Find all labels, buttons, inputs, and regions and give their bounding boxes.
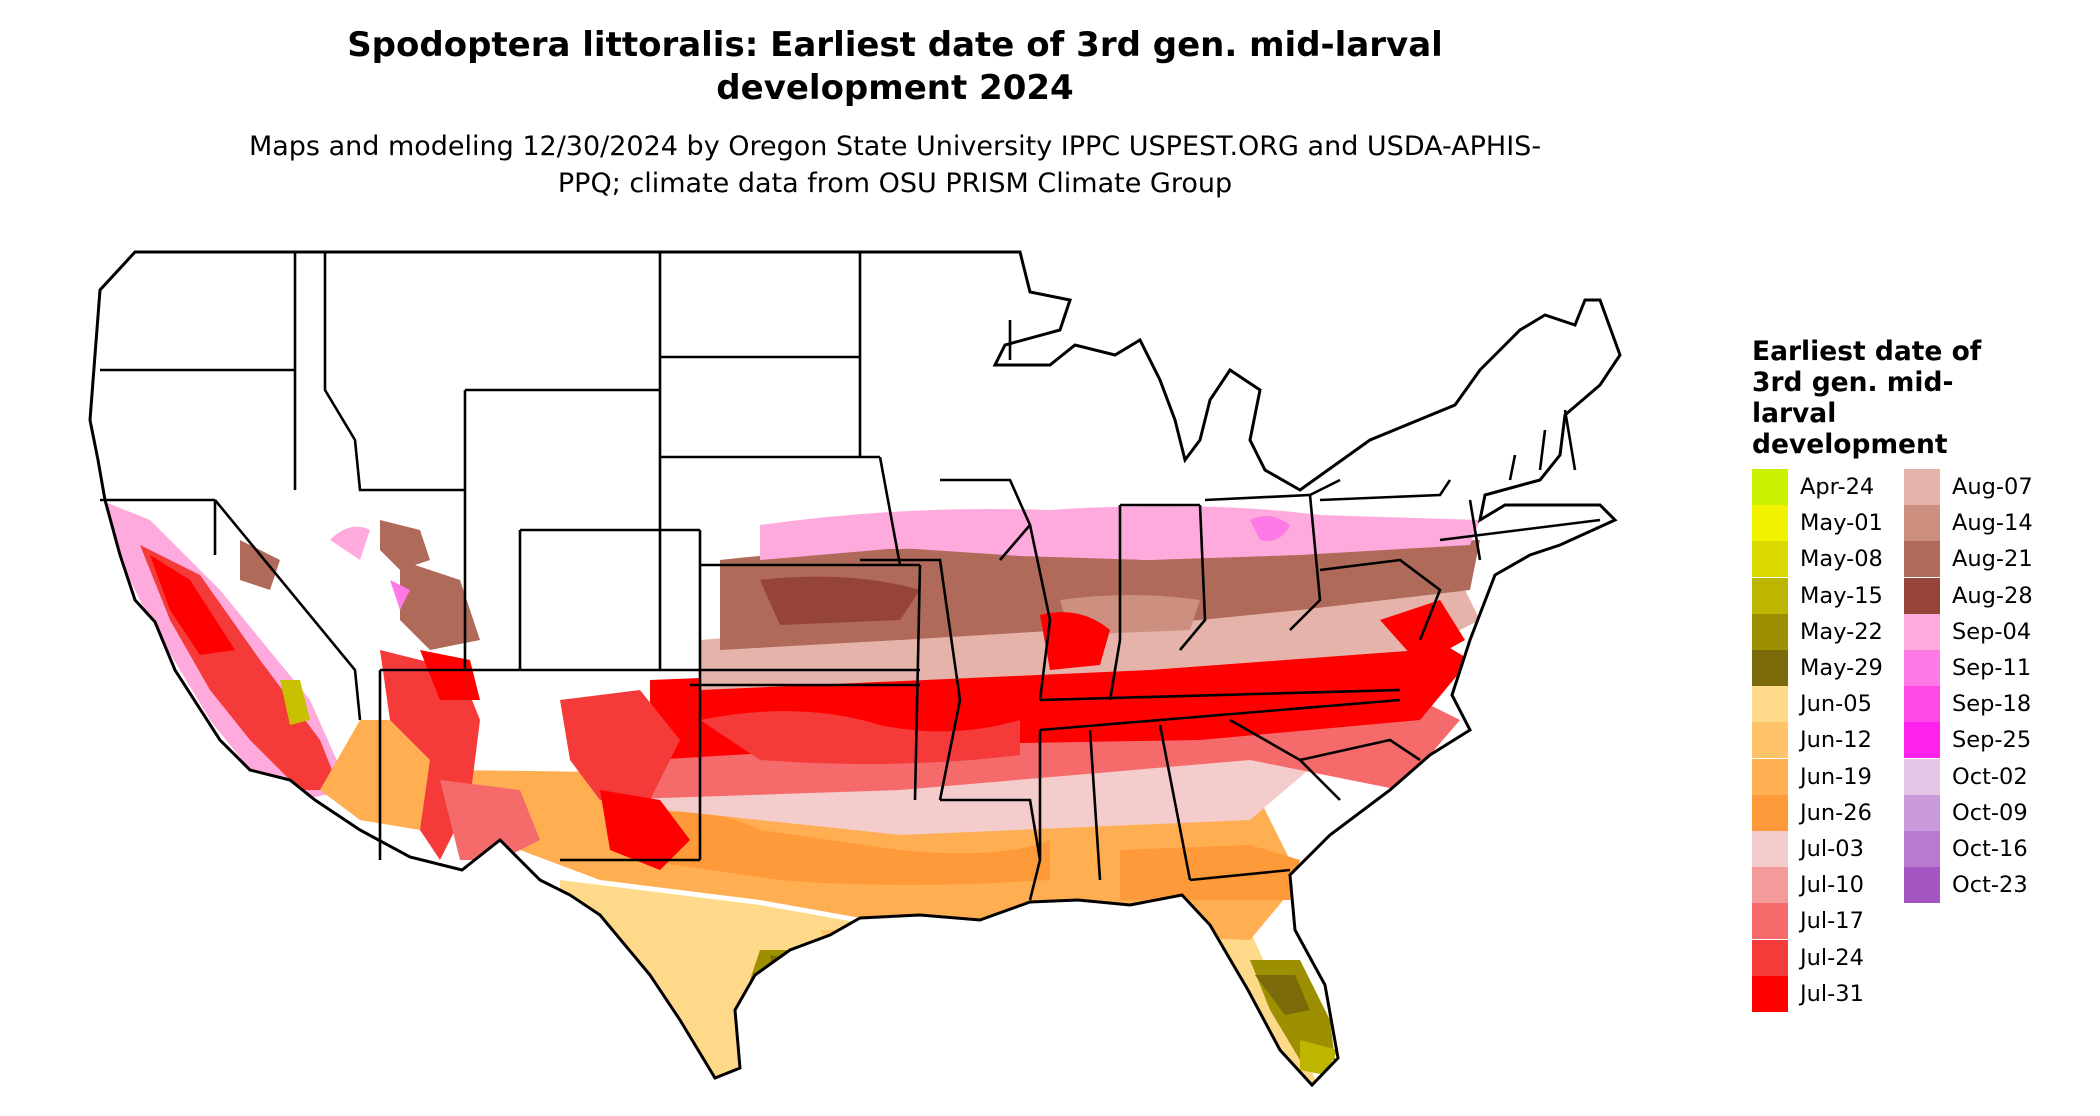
legend-swatch: [1752, 903, 1788, 940]
legend-label: May-22: [1800, 618, 1883, 645]
map-title: Spodoptera littoralis: Earliest date of …: [347, 25, 1443, 108]
legend-swatch: [1752, 469, 1788, 505]
legend-label: Sep-11: [1952, 655, 2032, 681]
legend-swatch: [1904, 650, 1940, 686]
legend-swatch: [1904, 867, 1940, 904]
legend-item: Jul-17: [1752, 903, 1952, 940]
legend-item: Oct-23: [1904, 867, 2100, 904]
legend-label: Aug-14: [1952, 510, 2033, 537]
legend-item: Apr-24: [1752, 469, 1952, 505]
map-subtitle: Maps and modeling 12/30/2024 by Oregon S…: [248, 131, 1542, 199]
legend-swatch: [1752, 722, 1788, 759]
legend-swatch: [1904, 758, 1940, 795]
legend-label: Sep-04: [1952, 618, 2032, 645]
legend-swatch: [1904, 794, 1940, 831]
legend-label: Jul-03: [1800, 836, 1864, 862]
legend-item: Jul-10: [1752, 867, 1952, 904]
legend-item: May-01: [1752, 505, 1952, 542]
legend-swatch: [1904, 577, 1940, 614]
legend-label: Oct-16: [1952, 836, 2028, 862]
legend-label: Oct-23: [1952, 872, 2028, 899]
legend-item: Sep-04: [1904, 613, 2100, 650]
legend-swatch: [1752, 867, 1788, 904]
legend-swatch: [1904, 505, 1940, 542]
legend-item: May-22: [1752, 613, 1952, 650]
legend-swatch: [1752, 831, 1788, 867]
legend-label: Jun-12: [1800, 727, 1872, 754]
legend-label: Jun-26: [1800, 799, 1872, 826]
legend-label: May-29: [1800, 655, 1883, 681]
legend-swatch: [1752, 686, 1788, 723]
legend-item: May-15: [1752, 577, 1952, 614]
legend-item: Aug-07: [1904, 469, 2100, 505]
legend-swatch: [1752, 758, 1788, 795]
legend-item: Jun-19: [1752, 758, 1952, 795]
legend-label: Oct-09: [1952, 799, 2028, 826]
legend-label: Aug-28: [1952, 582, 2033, 609]
legend-label: Jul-24: [1800, 944, 1864, 971]
legend-item: Sep-18: [1904, 686, 2100, 723]
legend-swatch: [1904, 686, 1940, 723]
legend-swatch: [1904, 613, 1940, 650]
legend-label: Apr-24: [1800, 474, 1875, 500]
legend-label: May-08: [1800, 546, 1883, 573]
legend-label: May-15: [1800, 582, 1883, 609]
legend-item: Jun-05: [1752, 686, 1952, 723]
legend-swatch: [1752, 577, 1788, 614]
legend-label: Jun-19: [1800, 763, 1872, 790]
legend-item: Sep-11: [1904, 650, 2100, 686]
legend-item: Oct-09: [1904, 794, 2100, 831]
legend-item: Aug-14: [1904, 505, 2100, 542]
us-outline: [88, 250, 1622, 1088]
legend-item: May-08: [1752, 541, 1952, 578]
state-borders: [100, 252, 1601, 901]
legend-label: Sep-25: [1952, 727, 2032, 754]
legend-swatch: [1904, 722, 1940, 759]
legend-label: Jul-10: [1800, 872, 1864, 899]
legend-label: Jun-05: [1800, 691, 1872, 718]
legend-label: Jul-31: [1800, 980, 1864, 1007]
legend-swatch: [1752, 794, 1788, 831]
legend-label: Sep-18: [1952, 691, 2032, 718]
legend-swatch: [1752, 541, 1788, 578]
legend-swatch: [1752, 613, 1788, 650]
legend-swatch: [1904, 469, 1940, 505]
legend-item: Jul-03: [1752, 831, 1952, 867]
legend-swatch: [1752, 650, 1788, 686]
legend-label: Jul-17: [1800, 908, 1864, 935]
legend-item: Jul-31: [1752, 975, 1952, 1012]
legend-item: Jun-12: [1752, 722, 1952, 759]
legend-label: Aug-07: [1952, 474, 2033, 500]
legend-label: Aug-21: [1952, 546, 2033, 573]
legend-item: Jul-24: [1752, 939, 1952, 976]
legend-item: Aug-28: [1904, 577, 2100, 614]
legend-swatch: [1752, 939, 1788, 976]
legend-item: Jun-26: [1752, 794, 1952, 831]
legend-swatch: [1752, 505, 1788, 542]
legend-label: May-01: [1800, 510, 1883, 537]
legend-item: Sep-25: [1904, 722, 2100, 759]
legend-label: Oct-02: [1952, 763, 2028, 790]
legend-swatch: [1752, 975, 1788, 1012]
legend-swatch: [1904, 541, 1940, 578]
legend-item: Aug-21: [1904, 541, 2100, 578]
legend-item: Oct-02: [1904, 758, 2100, 795]
legend-item: May-29: [1752, 650, 1952, 686]
legend-title: Earliest date of 3rd gen. mid-larval dev…: [1752, 336, 1982, 460]
legend-item: Oct-16: [1904, 831, 2100, 867]
legend-swatch: [1904, 831, 1940, 867]
